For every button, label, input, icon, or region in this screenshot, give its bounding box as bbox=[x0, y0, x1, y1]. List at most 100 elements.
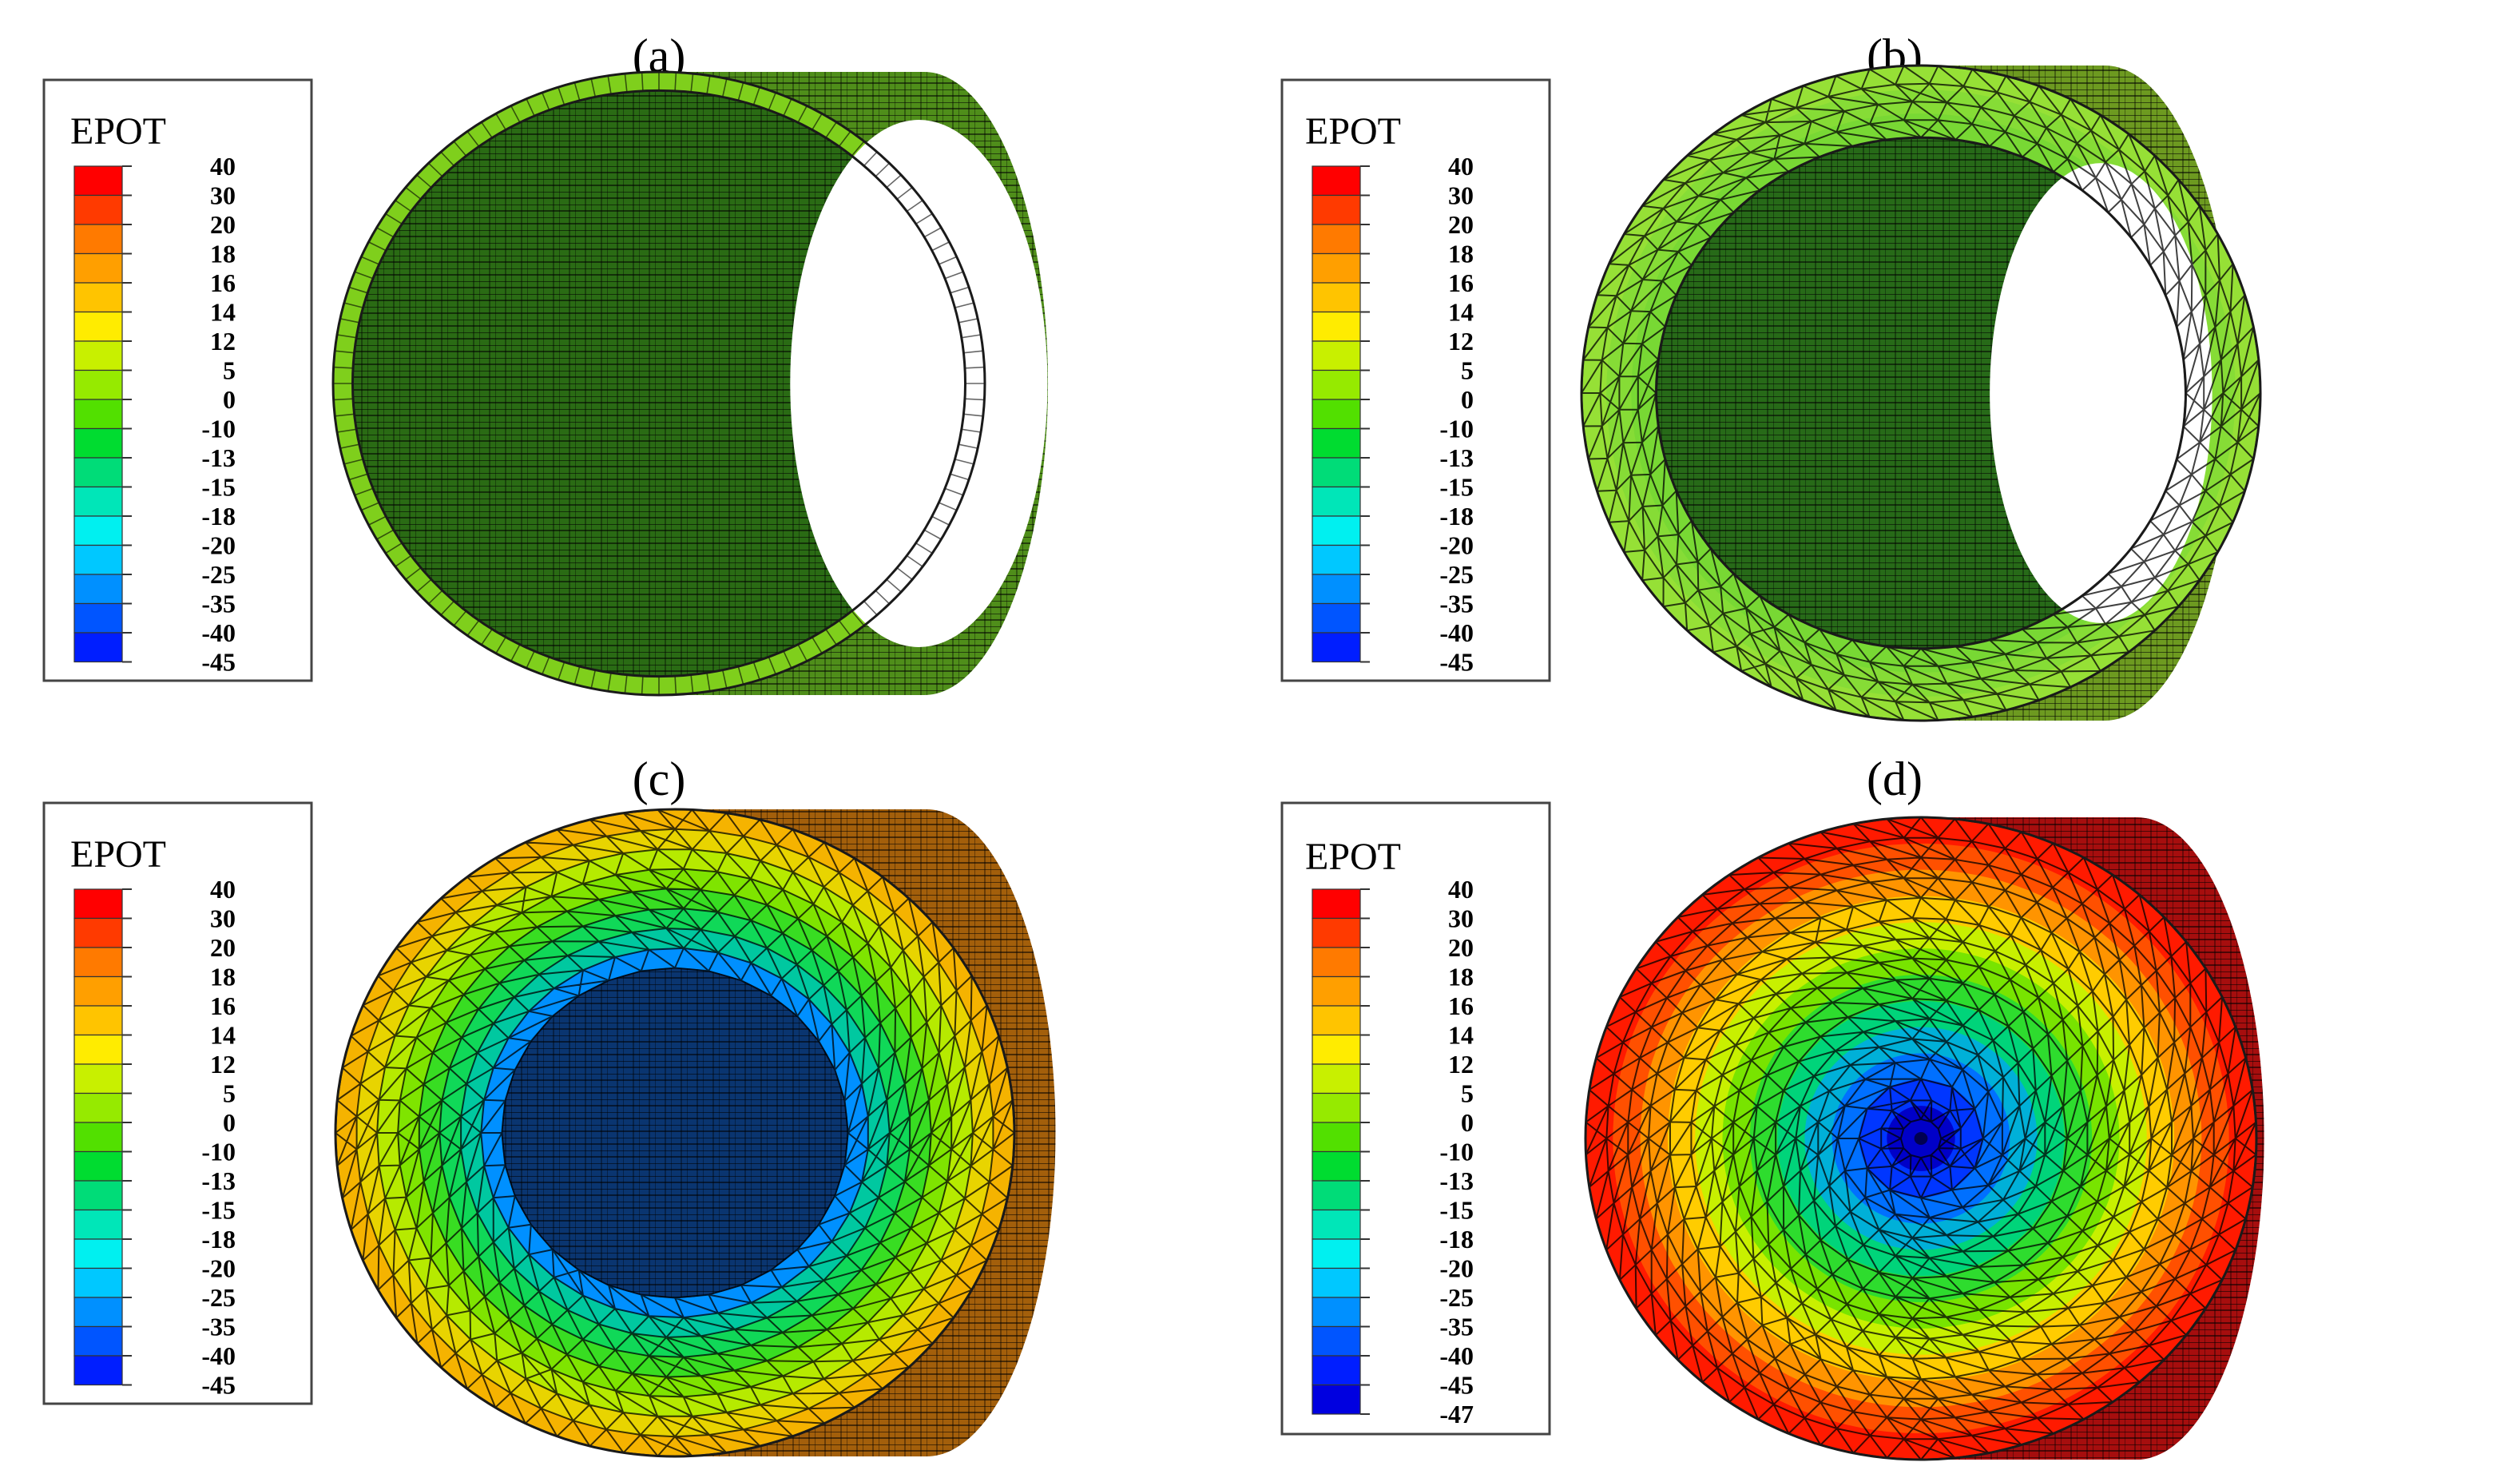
colorbar-swatch bbox=[1312, 282, 1361, 313]
colorbar-swatch bbox=[1312, 1122, 1361, 1153]
colorbar-tick-label: 0 bbox=[223, 385, 236, 414]
colorbar-tick-label: -35 bbox=[1439, 590, 1474, 618]
colorbar-tick-label: 5 bbox=[1461, 356, 1474, 385]
colorbar-tick-label: 14 bbox=[210, 1021, 236, 1050]
colorbar-swatch bbox=[1312, 1150, 1361, 1182]
colorbar-tick-label: 30 bbox=[1448, 904, 1474, 933]
panel-d: (d) EPOT 4030201816141250-10-13-15-18-20… bbox=[1280, 753, 2264, 1461]
colorbar-tick-label: -35 bbox=[201, 590, 236, 618]
colorbar-tick-label: 12 bbox=[1448, 327, 1474, 356]
colorbar-tick-label: -18 bbox=[201, 502, 236, 530]
cylinder-tube bbox=[331, 70, 1049, 697]
colorbar-swatch bbox=[1312, 1180, 1361, 1211]
cylinder-tube bbox=[334, 808, 1056, 1458]
colorbar-tick-label: -45 bbox=[1439, 648, 1474, 677]
colorbar-swatch bbox=[1312, 457, 1361, 488]
colorbar-swatch bbox=[1312, 888, 1361, 920]
colorbar-swatch bbox=[73, 1297, 123, 1328]
panel-a: (a) EPOT 4030201816141250-10-13-15-18-20… bbox=[42, 30, 1049, 697]
colorbar-tick-label: -10 bbox=[1439, 415, 1474, 443]
bore-outline bbox=[351, 89, 967, 678]
colorbar-tick-label: -25 bbox=[1439, 560, 1474, 589]
colorbar-swatch bbox=[73, 1034, 123, 1065]
colorbar-swatch bbox=[73, 427, 123, 459]
colorbar-swatch bbox=[1312, 574, 1361, 605]
colorbar-tick-label: 0 bbox=[1461, 1108, 1474, 1137]
colorbar-tick-label: 18 bbox=[210, 963, 236, 991]
colorbar-tick-label: -13 bbox=[201, 443, 236, 472]
colorbar-swatch bbox=[73, 1267, 123, 1298]
colorbar-swatch bbox=[1312, 515, 1361, 546]
colorbar-swatch bbox=[1312, 975, 1361, 1007]
colorbar-tick-label: 5 bbox=[223, 1079, 236, 1108]
end-face-outline bbox=[334, 808, 1016, 1458]
colorbar-tick-label: 20 bbox=[1448, 933, 1474, 962]
bore-outline bbox=[1655, 136, 2187, 650]
colorbar-tick-label: 12 bbox=[210, 1050, 236, 1079]
colorbar-swatch bbox=[1312, 399, 1361, 430]
colorbar-tick-label: 20 bbox=[1448, 210, 1474, 239]
colorbar-tick-label: -10 bbox=[1439, 1138, 1474, 1166]
colorbar-swatch bbox=[1312, 165, 1361, 197]
colorbar-tick-label: -10 bbox=[201, 415, 236, 443]
colorbar-tick-label: -15 bbox=[201, 1196, 236, 1225]
colorbar-swatch bbox=[1312, 1209, 1361, 1240]
colorbar-tick-label: -45 bbox=[1439, 1371, 1474, 1400]
colorbar-swatch bbox=[73, 1092, 123, 1123]
colorbar-legend: EPOT 4030201816141250-10-13-15-18-20-25-… bbox=[42, 78, 313, 682]
colorbar-swatch bbox=[73, 917, 123, 948]
colorbar-swatch bbox=[73, 252, 123, 284]
colorbar-swatch bbox=[73, 515, 123, 546]
colorbar-tick-label: -35 bbox=[1439, 1313, 1474, 1341]
colorbar-tick-label: -40 bbox=[201, 1341, 236, 1370]
colorbar-tick-label: -13 bbox=[1439, 443, 1474, 472]
colorbar-swatch bbox=[73, 1122, 123, 1153]
colorbar-tick-label: -25 bbox=[201, 1283, 236, 1312]
colorbar-tick-label: -25 bbox=[1439, 1283, 1474, 1312]
colorbar-swatch bbox=[1312, 194, 1361, 225]
colorbar-swatch bbox=[1312, 1267, 1361, 1298]
colorbar-tick-label: -15 bbox=[201, 473, 236, 502]
colorbar-swatch bbox=[1312, 486, 1361, 517]
colorbar-tick-label: -20 bbox=[201, 531, 236, 560]
colorbar-swatch bbox=[73, 224, 123, 255]
end-face-outline bbox=[1584, 816, 2258, 1461]
colorbar-swatch bbox=[73, 574, 123, 605]
colorbar-tick-label: 20 bbox=[210, 210, 236, 239]
end-face-outline bbox=[1580, 64, 2262, 722]
colorbar-swatch bbox=[73, 1005, 123, 1036]
colorbar-swatch bbox=[1312, 427, 1361, 459]
colorbar-swatch bbox=[1312, 1238, 1361, 1269]
colorbar-swatch bbox=[73, 1063, 123, 1095]
colorbar-tick-label: 30 bbox=[210, 181, 236, 210]
colorbar-tick-label: -18 bbox=[1439, 1225, 1474, 1254]
colorbar-swatch bbox=[1312, 602, 1361, 634]
colorbar-tick-label: -15 bbox=[1439, 473, 1474, 502]
colorbar-tick-label: 20 bbox=[210, 933, 236, 962]
colorbar-swatch bbox=[73, 947, 123, 978]
colorbar-legend: EPOT 4030201816141250-10-13-15-18-20-25-… bbox=[42, 801, 313, 1405]
colorbar-tick-label: 16 bbox=[210, 268, 236, 297]
colorbar-tick-label: -20 bbox=[1439, 531, 1474, 560]
colorbar-swatch bbox=[73, 194, 123, 225]
cylinder-tube bbox=[1580, 64, 2262, 722]
legend-title: EPOT bbox=[70, 833, 166, 876]
colorbar-tick-label: -45 bbox=[201, 648, 236, 677]
colorbar-tick-label: 30 bbox=[1448, 181, 1474, 210]
core-region bbox=[1914, 1131, 1928, 1146]
colorbar-tick-label: 0 bbox=[1461, 385, 1474, 414]
colorbar-swatch bbox=[1312, 1092, 1361, 1123]
end-face-outline bbox=[331, 70, 986, 697]
colorbar-tick-label: -40 bbox=[1439, 1341, 1474, 1370]
colorbar-swatch bbox=[1312, 1063, 1361, 1095]
colorbar-swatch bbox=[1312, 340, 1361, 371]
colorbar-tick-label: 18 bbox=[1448, 240, 1474, 268]
colorbar-tick-label: 18 bbox=[210, 240, 236, 268]
colorbar-tick-label: -47 bbox=[1439, 1400, 1474, 1428]
colorbar-tick-label: -13 bbox=[201, 1166, 236, 1195]
colorbar-tick-label: -20 bbox=[1439, 1254, 1474, 1283]
colorbar-tick-label: 12 bbox=[1448, 1050, 1474, 1079]
cylinder-tube bbox=[1584, 816, 2264, 1461]
colorbar-tick-label: 16 bbox=[1448, 991, 1474, 1020]
colorbar-swatches: 4030201816141250-10-13-15-18-20-25-35-40… bbox=[73, 152, 236, 677]
